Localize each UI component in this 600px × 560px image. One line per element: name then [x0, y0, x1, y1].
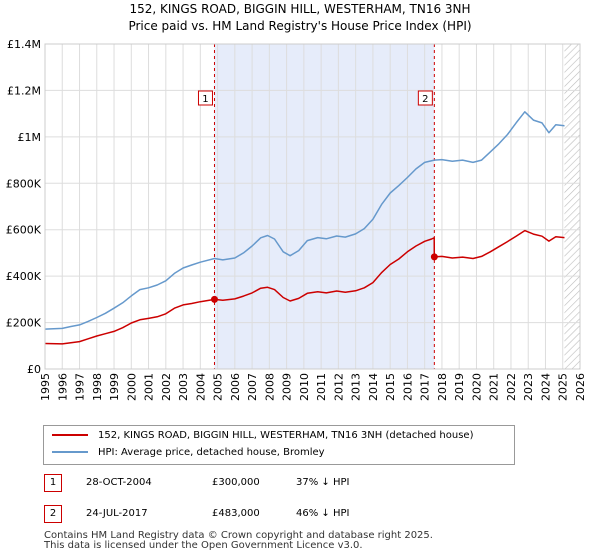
- x-tick-label: 1995: [39, 373, 52, 401]
- chart-title: 152, KINGS ROAD, BIGGIN HILL, WESTERHAM,…: [129, 2, 471, 16]
- transaction-date: 24-JUL-2017: [86, 508, 148, 519]
- x-tick-label: 2014: [367, 373, 380, 401]
- y-tick-label: £0: [27, 363, 41, 376]
- transaction-badge: 2: [44, 505, 62, 523]
- legend: 152, KINGS ROAD, BIGGIN HILL, WESTERHAM,…: [43, 425, 515, 465]
- transaction-label: 2: [422, 94, 428, 105]
- legend-item-hpi: HPI: Average price, detached house, Brom…: [52, 445, 325, 461]
- x-tick-label: 2018: [436, 373, 449, 401]
- transaction-price: £300,000: [212, 477, 260, 488]
- footer: Contains HM Land Registry data © Crown c…: [44, 531, 433, 551]
- series-line-hpi: [44, 111, 565, 330]
- x-tick-label: 2010: [298, 373, 311, 401]
- legend-label-hpi: HPI: Average price, detached house, Brom…: [98, 447, 325, 458]
- x-tick-label: 1996: [56, 373, 69, 401]
- x-tick-label: 2022: [505, 373, 518, 401]
- y-tick-label: £1M: [18, 131, 42, 144]
- x-tick-label: 2020: [470, 373, 483, 401]
- transaction-label: 1: [202, 94, 208, 105]
- y-tick-label: £200K: [6, 317, 42, 330]
- x-tick-label: 1997: [74, 373, 87, 401]
- x-tick-label: 2001: [143, 373, 156, 401]
- transaction-label-box: [417, 90, 433, 106]
- y-tick-label: £800K: [6, 177, 42, 190]
- transaction-price: £483,000: [212, 508, 260, 519]
- x-tick-label: 2021: [488, 373, 501, 401]
- x-tick-label: 2025: [557, 373, 570, 401]
- x-tick-label: 2009: [281, 373, 294, 401]
- y-tick-label: £400K: [6, 270, 42, 283]
- x-tick-label: 2003: [177, 373, 190, 401]
- footer-line-1: Contains HM Land Registry data © Crown c…: [44, 530, 433, 541]
- price-chart: 1 2 £0 £200K £400K £600K £800K £1M £1.2M £1.4M 199…: [6, 38, 587, 401]
- plot-frame: [44, 43, 581, 370]
- x-tick-label: 2002: [160, 373, 173, 401]
- x-tick-label: 2000: [125, 373, 138, 401]
- legend-swatch-hpi: [52, 451, 88, 453]
- transaction-hpi-diff: 37% ↓ HPI: [296, 477, 350, 488]
- x-tick-label: 2006: [229, 373, 242, 401]
- footer-line-2: This data is licensed under the Open Gov…: [44, 540, 363, 551]
- x-tick-label: 2026: [574, 373, 587, 401]
- x-tick-label: 2013: [350, 373, 363, 401]
- legend-swatch-price: [52, 434, 88, 436]
- x-tick-label: 2019: [453, 373, 466, 401]
- x-tick-label: 2008: [263, 373, 276, 401]
- x-tick-label: 2007: [246, 373, 259, 401]
- y-tick-label: £600K: [6, 224, 42, 237]
- x-tick-label: 2005: [212, 373, 225, 401]
- ownership-shade: [214, 44, 435, 369]
- series-line-price: [44, 229, 565, 345]
- x-tick-label: 1998: [91, 373, 104, 401]
- transaction-hpi-diff: 46% ↓ HPI: [296, 508, 350, 519]
- transaction-badge: 1: [44, 474, 62, 492]
- x-tick-label: 2011: [315, 373, 328, 401]
- y-tick-label: £1.4M: [7, 38, 41, 51]
- transaction-marker: [210, 295, 218, 303]
- x-tick-label: 2016: [401, 373, 414, 401]
- transaction-label-box: [197, 90, 213, 106]
- x-tick-label: 2024: [539, 373, 552, 401]
- legend-label-price: 152, KINGS ROAD, BIGGIN HILL, WESTERHAM,…: [98, 430, 474, 441]
- x-tick-label: 1999: [108, 373, 121, 401]
- transaction-date: 28-OCT-2004: [86, 477, 152, 488]
- x-tick-label: 2023: [522, 373, 535, 401]
- x-tick-label: 2012: [332, 373, 345, 401]
- y-tick-label: £1.2M: [7, 84, 41, 97]
- chart-subtitle: Price paid vs. HM Land Registry's House …: [128, 19, 472, 33]
- x-tick-label: 2017: [419, 373, 432, 401]
- transaction-marker: [430, 253, 438, 261]
- x-tick-label: 2004: [194, 373, 207, 401]
- forecast-hatch: [564, 44, 580, 369]
- x-tick-label: 2015: [384, 373, 397, 401]
- legend-item-price: 152, KINGS ROAD, BIGGIN HILL, WESTERHAM,…: [52, 428, 473, 444]
